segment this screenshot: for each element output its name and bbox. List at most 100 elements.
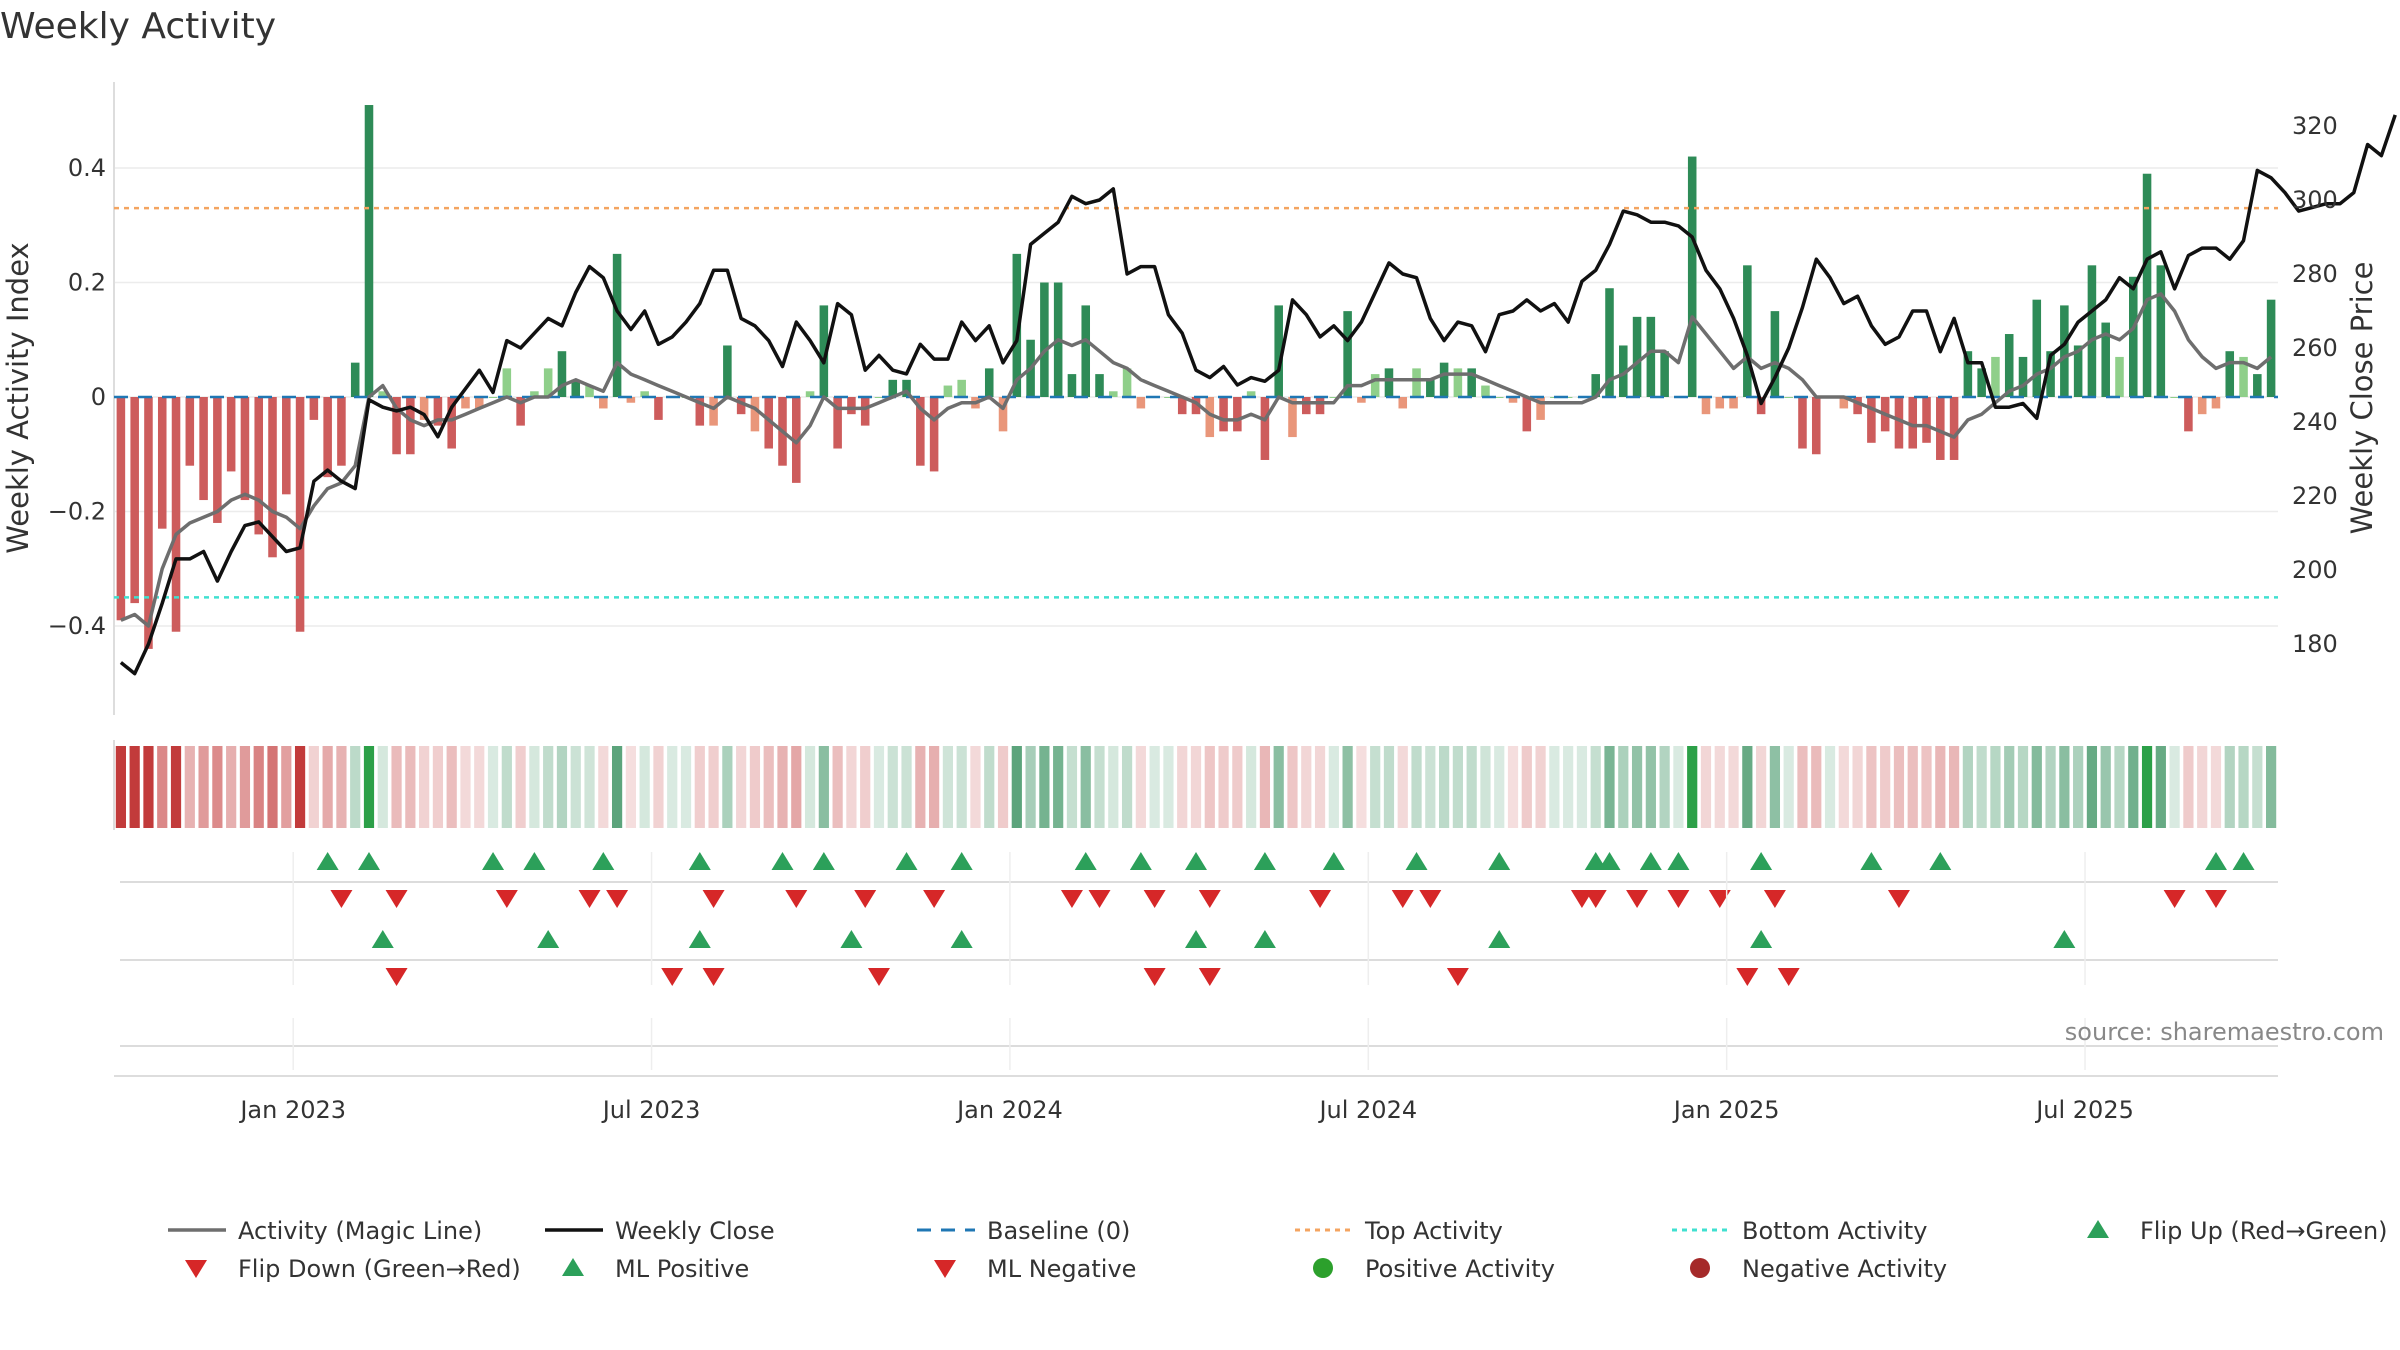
activity-bar — [943, 385, 953, 397]
activity-bar — [585, 385, 594, 397]
flip-down-marker — [578, 890, 601, 908]
flip-down-marker — [2204, 890, 2227, 908]
heat-cell — [1852, 746, 1863, 828]
activity-bar — [171, 397, 181, 632]
activity-bar — [1784, 397, 1793, 398]
activity-bar — [226, 397, 236, 472]
ml-negative-marker — [1777, 968, 1800, 986]
heat-cell — [487, 746, 499, 828]
heat-cell — [984, 746, 995, 828]
activity-bar — [599, 397, 608, 409]
flip-up-marker — [1253, 852, 1276, 870]
heat-cell — [1301, 746, 1312, 828]
flip-up-marker — [1667, 852, 1690, 870]
flip-up-marker — [1322, 852, 1345, 870]
activity-bar — [268, 397, 277, 558]
legend-label: ML Positive — [615, 1255, 749, 1283]
flip-up-marker — [1584, 852, 1607, 870]
activity-bar — [984, 368, 994, 397]
heat-cell — [2197, 746, 2208, 828]
flip-up-marker — [1639, 852, 1662, 870]
activity-bar — [557, 351, 567, 397]
heat-cell — [2155, 746, 2166, 828]
flip-up-marker — [950, 852, 973, 870]
activity-bar — [2101, 322, 2110, 397]
heat-cell — [1535, 746, 1546, 828]
activity-bar — [1660, 351, 1669, 397]
y2-tick-label: 240 — [2292, 408, 2338, 436]
activity-bar — [1384, 368, 1394, 397]
flip-down-marker — [1060, 890, 1083, 908]
ml-positive-marker — [371, 930, 394, 948]
flip-down-marker — [1887, 890, 1910, 908]
activity-bar — [1949, 397, 1959, 460]
activity-bar — [2073, 345, 2083, 397]
activity-bar — [612, 253, 622, 397]
flip-down-marker — [1570, 890, 1593, 908]
activity-bar — [282, 397, 291, 495]
activity-bar — [1481, 385, 1490, 397]
heat-cell — [1425, 746, 1436, 828]
activity-bar — [2087, 265, 2097, 397]
ml-positive-marker — [1488, 930, 1511, 948]
legend-item: Activity (Magic Line) — [168, 1217, 482, 1245]
heat-cell — [1866, 746, 1877, 828]
activity-bar — [1908, 397, 1918, 449]
heat-cell — [336, 746, 347, 828]
magic-line-layer — [120, 292, 2273, 628]
heat-cell — [2073, 746, 2084, 828]
flip-down-marker — [1419, 890, 1442, 908]
heat-cell — [804, 746, 816, 828]
heat-cell — [1163, 746, 1174, 828]
y-tick-label: 0 — [91, 383, 106, 411]
legend-label: Flip Down (Green→Red) — [238, 1255, 521, 1283]
heat-cell — [1287, 746, 1298, 828]
heat-cell — [1273, 746, 1284, 828]
x-tick-label: Jan 2023 — [238, 1096, 346, 1124]
activity-bar — [1922, 397, 1931, 443]
heat-cell — [143, 746, 154, 828]
y-axis-label: Weekly Activity Index — [1, 242, 35, 553]
legend-swatch — [185, 1260, 207, 1278]
activity-bar — [185, 397, 195, 466]
activity-bar — [1715, 397, 1725, 409]
y-tick-label: −0.4 — [48, 612, 106, 640]
heat-cell — [2128, 746, 2139, 828]
activity-bar — [392, 397, 401, 455]
flip-down-marker — [1088, 890, 1111, 908]
heat-cell — [2238, 746, 2249, 828]
heat-cell — [1204, 746, 1215, 828]
activity-bar — [144, 397, 153, 649]
heat-cell — [1232, 746, 1243, 828]
flip-down-marker — [1198, 890, 1221, 908]
flip-up-marker — [688, 852, 711, 870]
heat-cell — [929, 746, 940, 828]
flip-up-marker — [1488, 852, 1511, 870]
heat-cell — [377, 746, 388, 828]
activity-bar — [874, 397, 884, 398]
heat-cell — [901, 746, 912, 828]
activity-bar — [2115, 356, 2124, 397]
activity-bar — [406, 397, 415, 455]
heat-cell — [2100, 746, 2111, 828]
flip-down-marker — [1667, 890, 1690, 908]
activity-bar — [1205, 397, 1215, 438]
heat-cell — [2210, 746, 2222, 828]
heat-cell — [1893, 746, 1905, 828]
heat-cell — [239, 746, 251, 828]
flip-down-marker — [1763, 890, 1786, 908]
activity-bar — [1867, 397, 1876, 443]
activity-bar — [1439, 362, 1449, 397]
heat-cell — [2086, 746, 2098, 828]
activity-bar — [2184, 397, 2193, 432]
activity-bar — [654, 397, 663, 420]
heat-cell — [1066, 746, 1078, 828]
y2-tick-label: 320 — [2292, 112, 2338, 140]
heat-cell — [956, 746, 967, 828]
flip-up-marker — [592, 852, 615, 870]
heat-cell — [281, 746, 292, 828]
flip-down-marker — [923, 890, 946, 908]
activity-bar — [240, 397, 250, 501]
activity-bar — [1936, 397, 1945, 460]
heat-cell — [1053, 746, 1064, 828]
